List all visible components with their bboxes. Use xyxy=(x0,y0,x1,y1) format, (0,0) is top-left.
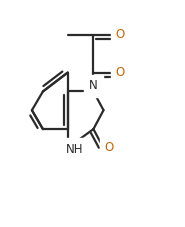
Text: O: O xyxy=(115,28,125,41)
Text: NH: NH xyxy=(65,143,83,156)
Text: O: O xyxy=(115,66,125,79)
Text: O: O xyxy=(104,141,114,154)
Text: N: N xyxy=(89,79,98,92)
